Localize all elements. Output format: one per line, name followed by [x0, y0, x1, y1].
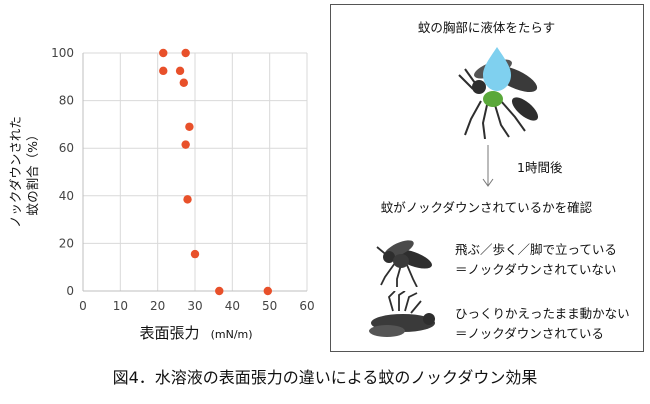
check-label: 蚊がノックダウンされているかを確認 [380, 200, 593, 215]
data-point [179, 78, 188, 87]
x-axis-title: 表面張力 [139, 324, 199, 342]
data-point [181, 140, 190, 149]
data-point [185, 122, 194, 131]
chart-tick-labels: 0 10 20 30 40 50 60 0 20 40 60 80 100 [51, 46, 315, 313]
mosquito-droplet-illustration [458, 47, 539, 139]
x-tick-label: 10 [113, 299, 128, 313]
y-axis-label-line1: ノックダウンされた [8, 116, 23, 228]
case1-line1: 飛ぶ／歩く／脚で立っている [455, 242, 617, 257]
procedure-panel: 蚊の胸部に液体をたらす 1時間後 蚊がノックダウンされているかを確認 飛ぶ／歩く… [330, 4, 644, 352]
panel-title: 蚊の胸部に液体をたらす [417, 20, 556, 35]
x-tick-label: 30 [187, 299, 202, 313]
y-tick-label: 40 [59, 189, 74, 203]
data-point [159, 66, 168, 76]
case2-line1: ひっくりかえったまま動かない [455, 306, 630, 321]
y-axis-label-line2: 蚊の割合（%） [25, 129, 40, 216]
chart-points [159, 48, 272, 296]
y-tick-label: 60 [59, 141, 74, 155]
data-point [263, 286, 272, 296]
data-point [183, 195, 192, 204]
data-point [215, 286, 224, 296]
y-tick-label: 0 [66, 284, 74, 298]
x-axis-unit: (mN/m) [211, 328, 253, 341]
droplet-icon [483, 47, 511, 91]
x-tick-label: 50 [262, 299, 277, 313]
data-point [190, 249, 200, 259]
case1-line2: ＝ノックダウンされていない [455, 262, 617, 277]
x-tick-label: 60 [299, 299, 314, 313]
x-tick-label: 0 [79, 299, 87, 313]
upside-down-mosquito-icon [369, 291, 435, 337]
chart-grid [83, 52, 308, 291]
y-tick-label: 20 [59, 236, 74, 250]
figure-caption: 図4．水溶液の表面張力の違いによる蚊のノックダウン効果 [112, 368, 538, 387]
down-arrow-icon [482, 145, 494, 187]
x-tick-label: 40 [225, 299, 240, 313]
data-point [159, 48, 168, 58]
y-tick-label: 100 [51, 46, 74, 60]
time-label: 1時間後 [517, 160, 563, 175]
scatter-chart: 0 10 20 30 40 50 60 0 20 40 60 80 100 ノックダウンされた 蚊の割合… [8, 46, 315, 342]
standing-mosquito-icon [376, 240, 432, 287]
thorax-green [483, 91, 503, 107]
data-point [181, 48, 190, 58]
x-tick-label: 20 [150, 299, 165, 313]
x-axis-label: 表面張力 (mN/m) [139, 323, 252, 342]
case2-line2: ＝ノックダウンされている [455, 326, 604, 341]
y-tick-label: 80 [59, 94, 74, 108]
data-point [175, 66, 185, 76]
